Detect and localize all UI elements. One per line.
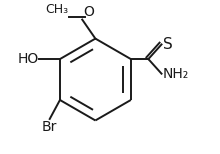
Text: CH₃: CH₃ xyxy=(46,3,69,16)
Text: Br: Br xyxy=(42,120,57,134)
Text: S: S xyxy=(163,37,173,52)
Text: NH₂: NH₂ xyxy=(162,67,189,81)
Text: HO: HO xyxy=(18,52,39,66)
Text: O: O xyxy=(84,5,95,19)
